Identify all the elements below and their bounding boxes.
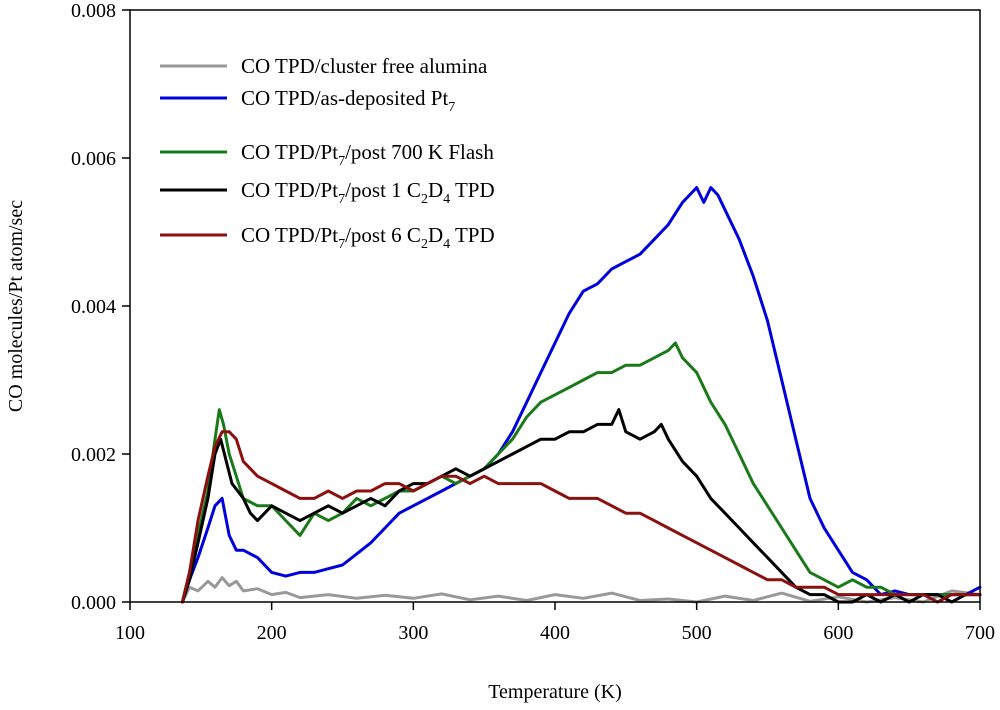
x-tick-label: 600 — [823, 622, 853, 644]
y-tick-label: 0.006 — [71, 148, 116, 170]
series-line-5 — [180, 430, 982, 604]
axes-layer: 100 200 300 400 500 600 700 0.000 0.002 0.004 0.00… — [71, 0, 995, 644]
x-axis-title: Temperature (K) — [488, 681, 622, 703]
x-tick-label: 300 — [398, 622, 428, 644]
series-line-3 — [180, 341, 982, 604]
legend-label-4: CO TPD/Pt7/post 1 C2D4 TPD — [241, 178, 495, 207]
x-tick-label: 400 — [540, 622, 570, 644]
x-tick-label: 100 — [115, 622, 145, 644]
series-line-2 — [180, 186, 982, 604]
x-tick-label: 500 — [682, 622, 712, 644]
x-tick-label: 200 — [257, 622, 287, 644]
legend-label-1: CO TPD/cluster free alumina — [241, 54, 488, 78]
x-tick-label: 700 — [965, 622, 995, 644]
y-tick-label: 0.004 — [71, 296, 116, 318]
y-tick-label: 0.002 — [71, 444, 116, 466]
legend: CO TPD/cluster free alumina CO TPD/as-dep… — [160, 54, 495, 252]
series-line-4 — [180, 408, 982, 604]
legend-label-2: CO TPD/as-deposited Pt7​ — [241, 86, 455, 115]
legend-label-3: CO TPD/Pt7/post 700 K Flash — [241, 140, 494, 169]
y-tick-label: 0.000 — [71, 592, 116, 614]
y-axis-title: CO molecules/Pt atom/sec — [5, 200, 27, 412]
y-tick-label: 0.008 — [71, 0, 116, 22]
legend-label-5: CO TPD/Pt7/post 6 C2D4 TPD — [241, 223, 495, 252]
